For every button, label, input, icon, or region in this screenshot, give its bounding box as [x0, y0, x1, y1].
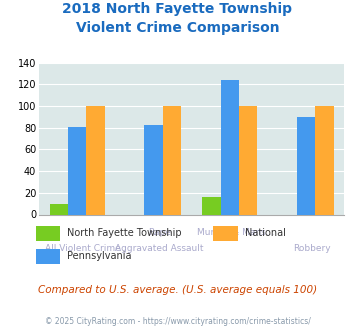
Bar [68, 127, 86, 214]
Bar [50, 204, 68, 214]
Text: 2018 North Fayette Township: 2018 North Fayette Township [62, 2, 293, 16]
Bar [297, 117, 315, 214]
Text: North Fayette Township: North Fayette Township [67, 228, 182, 238]
Bar [163, 106, 181, 214]
Bar [202, 197, 221, 214]
Text: Pennsylvania: Pennsylvania [67, 251, 132, 261]
Text: Compared to U.S. average. (U.S. average equals 100): Compared to U.S. average. (U.S. average … [38, 285, 317, 295]
Bar [239, 106, 257, 214]
Text: Rape: Rape [148, 228, 171, 237]
Text: Murder & Mans...: Murder & Mans... [197, 228, 275, 237]
Bar [315, 106, 334, 214]
Text: All Violent Crime: All Violent Crime [45, 244, 121, 253]
Bar [221, 80, 239, 214]
Text: © 2025 CityRating.com - https://www.cityrating.com/crime-statistics/: © 2025 CityRating.com - https://www.city… [45, 317, 310, 326]
Bar [144, 124, 163, 214]
Text: Robbery: Robbery [294, 244, 331, 253]
Text: National: National [245, 228, 286, 238]
Text: Aggravated Assault: Aggravated Assault [115, 244, 204, 253]
Text: Violent Crime Comparison: Violent Crime Comparison [76, 21, 279, 35]
Bar [86, 106, 105, 214]
